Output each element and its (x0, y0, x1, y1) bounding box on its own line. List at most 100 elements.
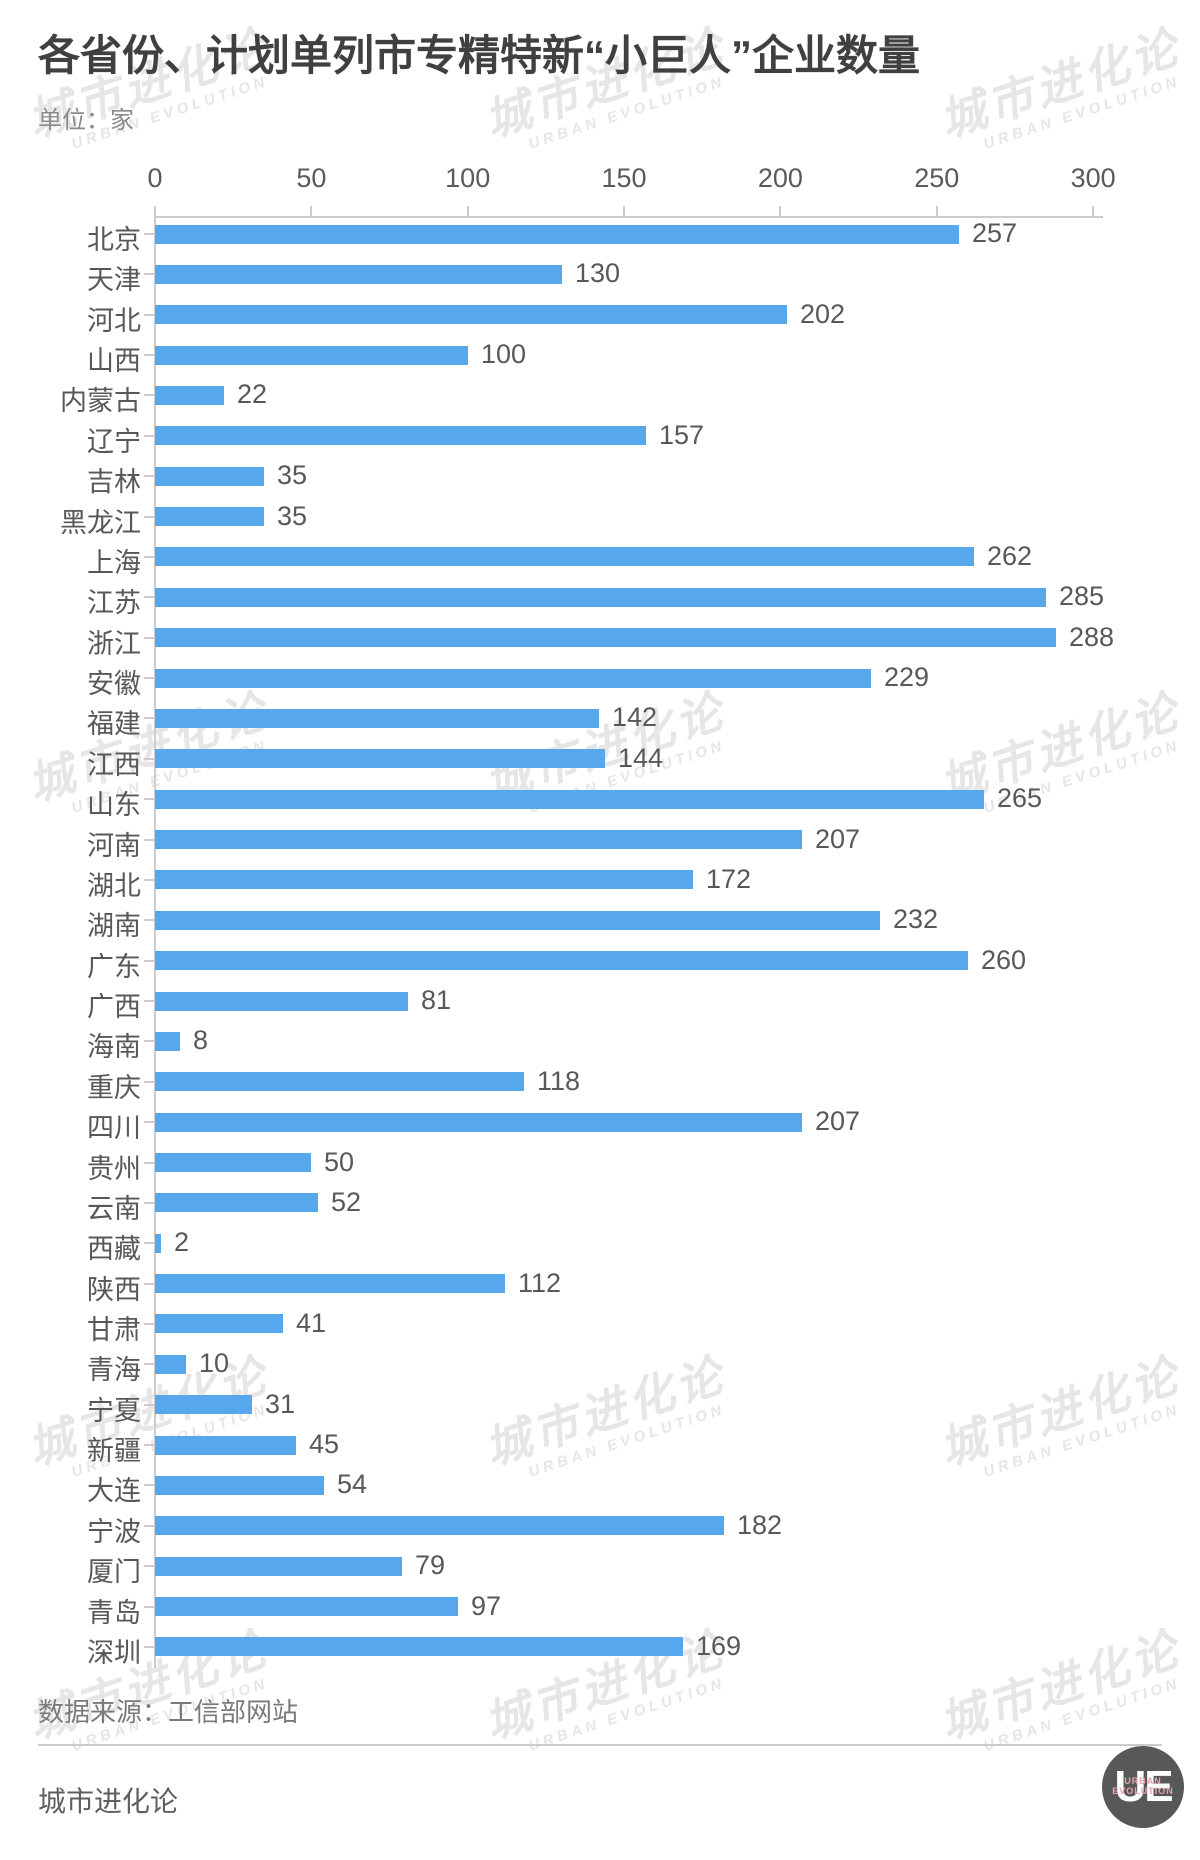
category-label: 河北 (87, 305, 141, 336)
category-tick (144, 919, 154, 922)
category-label: 辽宁 (87, 426, 141, 457)
value-label: 52 (331, 1186, 362, 1217)
category-tick (144, 233, 154, 235)
category-tick (144, 596, 154, 599)
source-label: 数据来源：工信部网站 (38, 1697, 299, 1727)
value-label: 41 (296, 1307, 327, 1338)
value-label: 35 (277, 500, 308, 531)
bar (155, 265, 562, 284)
category-tick (144, 1444, 154, 1447)
category-tick (144, 1161, 154, 1164)
value-label: 288 (1069, 621, 1115, 652)
category-tick (144, 475, 154, 478)
category-tick (144, 636, 154, 639)
value-label: 35 (277, 460, 308, 491)
bar (155, 305, 787, 324)
unit-label: 单位：家 (38, 107, 134, 134)
brand-logo: UE URBAN EVOLUTION (1102, 1746, 1184, 1828)
x-axis-tick (154, 206, 156, 216)
category-tick (144, 878, 154, 881)
value-label: 207 (815, 823, 861, 854)
bar (155, 1113, 802, 1132)
bar (155, 749, 605, 768)
category-tick (144, 515, 154, 518)
value-label: 169 (696, 1630, 742, 1661)
x-axis-tick (1092, 206, 1095, 216)
category-tick (144, 1484, 154, 1487)
category-tick (144, 1282, 154, 1285)
value-label: 2 (174, 1227, 190, 1258)
value-label: 10 (199, 1348, 230, 1379)
category-label: 青岛 (87, 1597, 141, 1628)
bar (155, 346, 468, 365)
bar (155, 1436, 296, 1455)
bar (155, 870, 693, 889)
category-label: 深圳 (87, 1637, 141, 1668)
category-tick (144, 1605, 154, 1608)
value-label: 182 (737, 1509, 783, 1540)
category-tick (144, 555, 154, 558)
bar (155, 1193, 318, 1212)
value-label: 50 (324, 1146, 355, 1177)
category-label: 吉林 (87, 467, 141, 498)
value-label: 118 (537, 1065, 581, 1096)
category-label: 云南 (87, 1193, 141, 1224)
value-label: 229 (884, 662, 930, 693)
category-label: 四川 (87, 1113, 141, 1144)
category-tick (144, 1363, 154, 1366)
bar (155, 628, 1056, 647)
category-tick (144, 1645, 154, 1648)
category-label: 山东 (87, 790, 141, 821)
value-label: 8 (193, 1025, 209, 1056)
category-tick (144, 677, 154, 680)
x-tick-label: 0 (147, 163, 163, 193)
category-label: 内蒙古 (60, 386, 141, 417)
bar (155, 1072, 524, 1091)
bar (155, 426, 646, 445)
value-label: 172 (706, 863, 752, 894)
category-tick (144, 354, 154, 357)
category-label: 陕西 (87, 1274, 141, 1305)
value-label: 260 (981, 944, 1027, 975)
category-label: 福建 (87, 709, 141, 740)
category-label: 重庆 (87, 1072, 141, 1103)
bar (155, 951, 968, 970)
category-label: 贵州 (87, 1153, 141, 1184)
category-label: 新疆 (87, 1436, 141, 1467)
category-label: 天津 (87, 265, 141, 296)
value-label: 100 (481, 339, 527, 370)
category-tick (144, 313, 154, 316)
x-tick-label: 150 (601, 163, 647, 193)
category-label: 厦门 (87, 1557, 141, 1588)
category-label: 山西 (87, 346, 141, 377)
value-label: 232 (893, 904, 939, 935)
bar (155, 1153, 311, 1172)
category-tick (144, 1040, 154, 1043)
category-tick (144, 838, 154, 841)
bar-chart-plot: 0 50 100 150 200 250 300 北京 257 天津 130 河北 202 山西 100 内蒙… (60, 163, 1116, 1668)
category-label: 江苏 (87, 588, 141, 619)
category-label: 湖北 (87, 870, 141, 901)
category-label: 广东 (87, 951, 141, 982)
bar (155, 467, 264, 486)
category-label: 青海 (87, 1355, 141, 1386)
value-label: 207 (815, 1106, 861, 1137)
category-tick (144, 1403, 154, 1406)
category-label: 浙江 (87, 628, 141, 659)
bar (155, 1314, 283, 1333)
category-label: 广西 (87, 992, 141, 1023)
category-tick (144, 717, 154, 720)
bar (155, 790, 984, 809)
category-label: 江西 (87, 749, 141, 780)
x-axis-tick (310, 206, 313, 216)
category-label: 西藏 (87, 1234, 141, 1265)
category-label: 北京 (87, 225, 141, 255)
bar (155, 386, 224, 405)
bar (155, 1516, 724, 1535)
value-label: 144 (618, 742, 664, 773)
x-tick-label: 300 (1070, 163, 1116, 193)
value-label: 45 (309, 1429, 340, 1460)
category-tick (144, 757, 154, 760)
bar (155, 1637, 683, 1656)
